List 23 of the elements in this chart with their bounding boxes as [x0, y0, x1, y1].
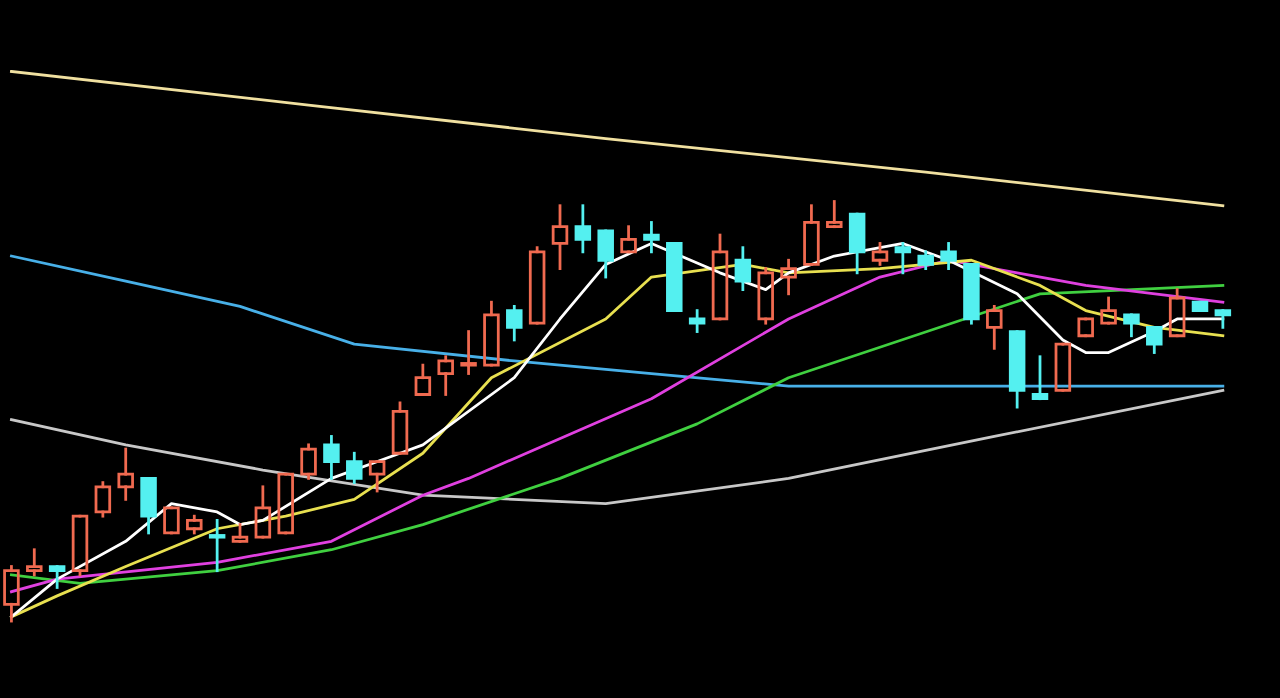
- candlestick: [26, 548, 43, 577]
- candlestick: [323, 435, 340, 480]
- candlestick: [300, 443, 317, 480]
- candlestick: [186, 514, 203, 535]
- candlestick: [551, 204, 569, 271]
- candlestick: [917, 250, 934, 271]
- candlestick: [940, 242, 957, 271]
- candlestick: [688, 309, 706, 333]
- candlestick: [757, 267, 774, 325]
- candlestick: [3, 565, 20, 623]
- candlestick: [506, 305, 523, 342]
- candlestick: [208, 518, 226, 573]
- candlestick: [437, 355, 454, 396]
- candlestick: [894, 242, 912, 275]
- candlestick: [460, 330, 477, 375]
- candlestick: [346, 451, 363, 484]
- candlestick: [94, 481, 112, 518]
- candlestick: [574, 204, 592, 254]
- candlestick: [734, 246, 752, 291]
- candlestick: [986, 305, 1003, 350]
- candlestick: [643, 221, 660, 254]
- candlestick: [117, 447, 134, 501]
- candlestick: [780, 258, 797, 296]
